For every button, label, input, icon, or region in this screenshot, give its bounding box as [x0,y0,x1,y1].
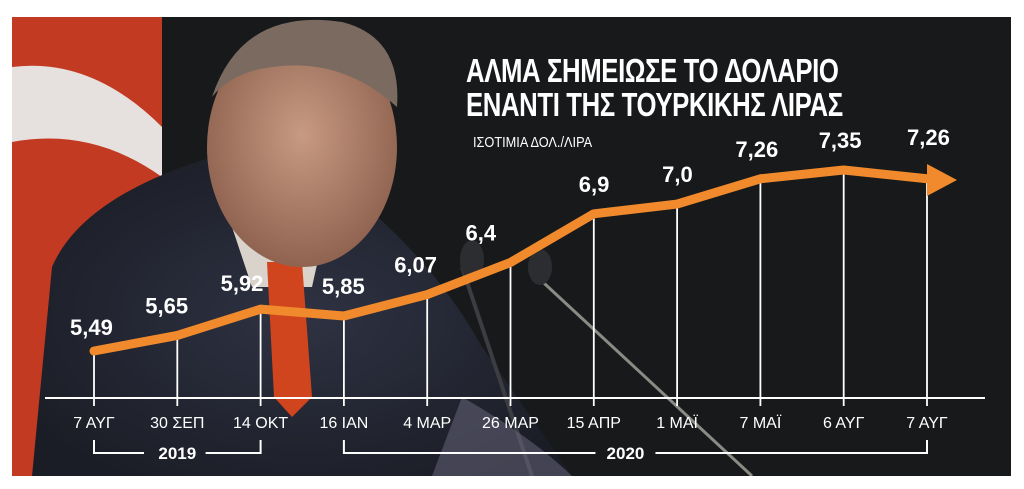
value-label: 6,4 [466,220,497,245]
value-label: 7,26 [907,125,950,150]
x-tick-label: 16 ΙΑΝ [319,415,368,432]
year-bracket-2020-right [655,440,928,454]
person-head [207,27,397,267]
title-line-2: ΕΝΑΝΤΙ ΤΗΣ ΤΟΥΡΚΙΚΗΣ ΛΙΡΑΣ [466,86,843,123]
x-tick-label: 1 ΜΑΪ [656,414,698,432]
exchange-rate-line [89,165,940,356]
x-tick-label: 6 ΑΥΓ [823,415,865,432]
value-label: 5,92 [221,271,264,296]
value-label: 5,65 [145,293,188,318]
year-label-2019: 2019 [158,444,196,463]
x-tick-label: 26 ΜΑΡ [482,415,539,432]
x-tick-label: 7 ΑΥΓ [906,415,948,432]
title-line-1: ΑΛΜΑ ΣΗΜΕΙΩΣΕ ΤΟ ΔΟΛΑΡΙΟ [466,52,839,89]
value-label: 7,26 [735,137,778,162]
x-tick-label: 14 ΟΚΤ [233,415,288,432]
x-tick-label: 30 ΣΕΠ [150,415,204,432]
value-label: 7,0 [662,162,693,187]
year-label-2020: 2020 [607,444,645,463]
x-tick-label: 15 ΑΠΡ [567,415,621,432]
chart-title: ΑΛΜΑ ΣΗΜΕΙΩΣΕ ΤΟ ΔΟΛΑΡΙΟ ΕΝΑΝΤΙ ΤΗΣ ΤΟΥΡ… [466,54,843,122]
x-tick-label: 7 ΑΥΓ [73,415,115,432]
year-bracket-2020-left [342,440,596,454]
x-tick-label: 7 ΜΑΪ [740,414,782,432]
infographic-panel: ΑΛΜΑ ΣΗΜΕΙΩΣΕ ΤΟ ΔΟΛΑΡΙΟ ΕΝΑΝΤΙ ΤΗΣ ΤΟΥΡ… [12,17,1011,476]
chart-subtitle: ΙΣΟΤΙΜΙΑ ΔΟΛ./ΛΙΡΑ [473,134,593,151]
arrow-head-icon [927,164,957,196]
value-label: 7,35 [819,128,862,153]
value-label: 6,07 [394,253,437,278]
value-label: 5,49 [70,315,113,340]
year-bracket-2019-left [93,440,144,454]
value-label: 5,85 [322,274,365,299]
line-chart: 5,49 5,65 5,92 5,85 6,07 6,4 6,9 7,0 7,26 7,35 7,2… [45,125,985,463]
value-label: 6,9 [579,172,610,197]
year-bracket-2019-right [205,440,262,454]
x-tick-label: 4 ΜΑΡ [403,415,451,432]
